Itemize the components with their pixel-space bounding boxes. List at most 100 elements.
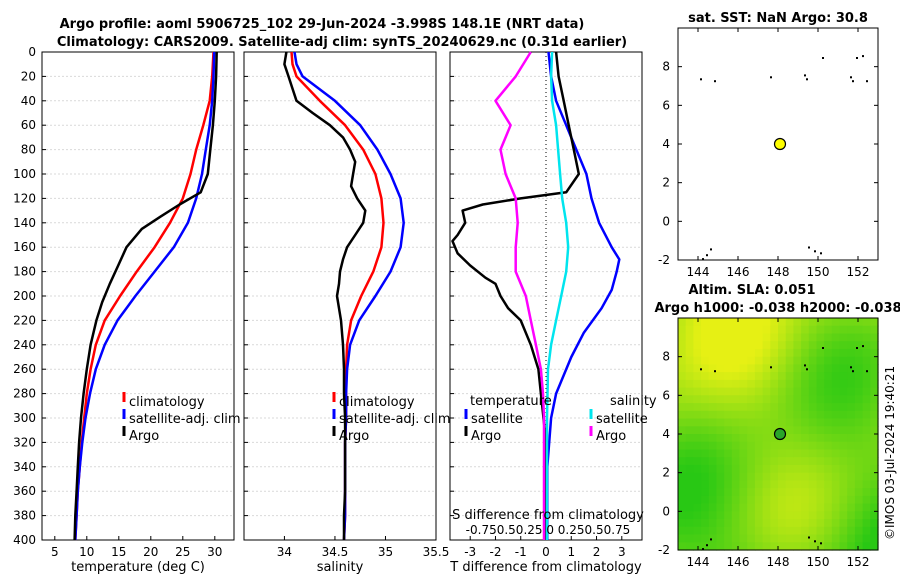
- heatmap-cell: [778, 488, 787, 497]
- argo-location-marker: [773, 137, 787, 151]
- heatmap-cell: [816, 410, 825, 420]
- heatmap-cell: [701, 480, 710, 489]
- coastline-speck: [820, 252, 822, 255]
- heatmap-cell: [793, 480, 802, 489]
- heatmap-cell: [678, 356, 687, 365]
- heatmap-cell: [762, 526, 771, 536]
- heatmap-cell: [816, 534, 825, 543]
- heatmap-cell: [747, 410, 756, 420]
- heatmap-cell: [831, 333, 841, 342]
- heatmap-cell: [816, 503, 825, 512]
- heatmap-cell: [801, 341, 810, 350]
- heatmap-cell: [678, 464, 687, 474]
- y-tick-label: 100: [13, 167, 36, 181]
- heatmap-cell: [693, 534, 702, 543]
- heatmap-cell: [847, 348, 856, 358]
- heatmap-cell: [831, 495, 841, 505]
- heatmap-cell: [870, 333, 879, 342]
- sst-map-title: sat. SST: NaN Argo: 30.8: [688, 11, 868, 26]
- heatmap-cell: [739, 434, 748, 443]
- heatmap-cell: [831, 488, 841, 497]
- heatmap-cell: [754, 418, 764, 427]
- heatmap-cell: [685, 503, 694, 512]
- heatmap-cell: [778, 519, 787, 528]
- y-tick-label: 160: [13, 240, 36, 254]
- heatmap-cell: [716, 503, 725, 512]
- heatmap-cell: [824, 318, 833, 327]
- heatmap-cell: [731, 325, 741, 334]
- heatmap-cell: [724, 410, 733, 420]
- heatmap-cell: [693, 341, 702, 350]
- heatmap-cell: [862, 449, 871, 458]
- heatmap-cell: [762, 325, 771, 334]
- series-temperature-argo: [451, 51, 581, 540]
- coastline-speck: [804, 74, 806, 77]
- heatmap-cell: [685, 526, 694, 536]
- heatmap-cell: [747, 372, 756, 381]
- heatmap-cell: [793, 457, 802, 466]
- heatmap-cell: [847, 395, 856, 404]
- heatmap-cell: [739, 333, 748, 342]
- heatmap-cell: [793, 472, 802, 481]
- coastline-speck: [706, 544, 708, 547]
- heatmap-cell: [701, 387, 710, 396]
- coastline-speck: [862, 55, 864, 58]
- heatmap-cell: [762, 434, 771, 443]
- heatmap-cell: [778, 511, 787, 520]
- heatmap-cell: [870, 472, 879, 481]
- coastline-speck: [808, 536, 810, 539]
- heatmap-cell: [708, 387, 718, 396]
- heatmap-cell: [701, 333, 710, 342]
- coastline-speck: [866, 370, 868, 373]
- heatmap-cell: [693, 434, 702, 443]
- heatmap-cell: [716, 395, 725, 404]
- heatmap-cell: [685, 534, 694, 543]
- heatmap-cell: [785, 341, 794, 350]
- heatmap-cell: [785, 457, 794, 466]
- heatmap-cell: [762, 364, 771, 373]
- heatmap-cell: [847, 434, 856, 443]
- heatmap-cell: [693, 325, 702, 334]
- y-tick-label: 280: [13, 387, 36, 401]
- heatmap-cell: [708, 488, 718, 497]
- heatmap-cell: [708, 441, 718, 450]
- heatmap-cell: [778, 480, 787, 489]
- heatmap-cell: [785, 426, 794, 435]
- heatmap-cell: [701, 457, 710, 466]
- heatmap-cell: [847, 387, 856, 396]
- heatmap-cell: [754, 426, 764, 435]
- x-axis-label: temperature (deg C): [71, 560, 205, 575]
- heatmap-cell: [862, 372, 871, 381]
- heatmap-cell: [678, 480, 687, 489]
- heatmap-cell: [770, 534, 779, 543]
- heatmap-cell: [801, 542, 810, 551]
- heatmap-cell: [693, 457, 702, 466]
- heatmap-cell: [801, 464, 810, 474]
- heatmap-cell: [816, 542, 825, 551]
- heatmap-cell: [862, 503, 871, 512]
- heatmap-cell: [685, 434, 694, 443]
- x-tick-label: 10: [79, 545, 94, 559]
- heatmap-cell: [708, 379, 718, 389]
- heatmap-cell: [808, 472, 818, 481]
- heatmap-cell: [854, 418, 864, 427]
- heatmap-cell: [762, 542, 771, 551]
- heatmap-cell: [801, 511, 810, 520]
- y-tick-label: 60: [21, 118, 36, 132]
- y-tick-label: 6: [662, 98, 670, 112]
- heatmap-cell: [839, 395, 848, 404]
- header-line2: Climatology: CARS2009. Satellite-adj cli…: [57, 35, 627, 50]
- heatmap-cell: [754, 379, 764, 389]
- heatmap-cell: [693, 372, 702, 381]
- heatmap-cell: [801, 426, 810, 435]
- heatmap-cell: [701, 526, 710, 536]
- heatmap-cell: [747, 426, 756, 435]
- heatmap-cell: [801, 449, 810, 458]
- x-tick-label: 35.5: [423, 545, 450, 559]
- heatmap-cell: [854, 457, 864, 466]
- heatmap-cell: [685, 464, 694, 474]
- legend-label: climatology: [339, 395, 415, 410]
- heatmap-cell: [770, 418, 779, 427]
- heatmap-cell: [785, 325, 794, 334]
- heatmap-cell: [831, 534, 841, 543]
